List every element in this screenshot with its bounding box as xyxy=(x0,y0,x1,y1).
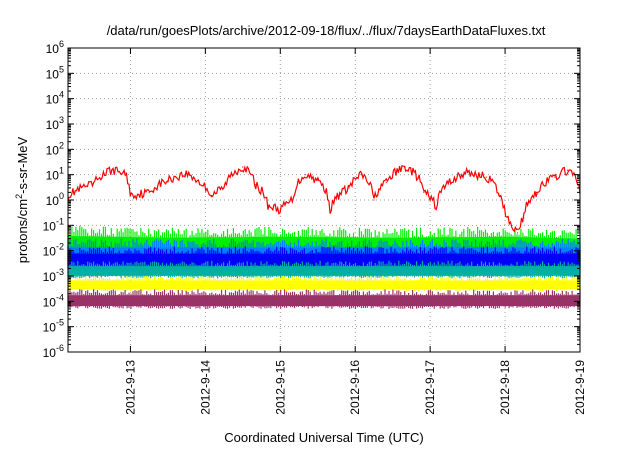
series-point xyxy=(523,217,525,219)
series-point xyxy=(223,187,225,189)
series-point xyxy=(360,174,363,176)
series-point xyxy=(292,199,294,201)
y-axis-label-base: protons/cm xyxy=(15,199,30,263)
x-tick-label: 2012-9-15 xyxy=(273,360,287,415)
y-tick-label: 100 xyxy=(46,191,64,208)
y-tick-label: 101 xyxy=(46,166,64,183)
y-tick-label-base: 10 xyxy=(43,321,57,335)
y-axis-label-rest: -s-sr-MeV xyxy=(15,136,30,193)
series-point xyxy=(129,194,131,197)
series-point xyxy=(267,205,269,207)
series-point xyxy=(279,209,281,211)
y-tick-label: 105 xyxy=(46,64,64,81)
chart-title: /data/run/goesPlots/archive/2012-09-18/f… xyxy=(107,23,546,38)
series-point xyxy=(404,166,406,168)
y-tick-label-base: 10 xyxy=(46,143,60,157)
y-tick-label-exp: -6 xyxy=(56,343,64,353)
series-point xyxy=(317,179,319,181)
y-tick-label: 102 xyxy=(46,140,64,157)
series-point xyxy=(385,181,387,183)
series-point xyxy=(373,199,375,201)
y-tick-label: 10-3 xyxy=(43,267,64,284)
x-tick-label: 2012-9-18 xyxy=(498,360,512,415)
y-tick-label-exp: -1 xyxy=(56,216,64,226)
y-tick-label: 104 xyxy=(46,90,64,107)
y-tick-label-exp: 0 xyxy=(59,191,64,201)
y-tick-label-base: 10 xyxy=(43,219,57,233)
y-tick-label-exp: -5 xyxy=(56,318,64,328)
series-point xyxy=(504,212,506,214)
y-tick-label: 10-6 xyxy=(43,343,64,360)
y-tick-label-exp: 4 xyxy=(59,90,64,100)
series-point xyxy=(435,207,437,209)
y-tick-label-exp: 2 xyxy=(59,140,64,150)
y-tick-label-base: 10 xyxy=(43,295,57,309)
series-band-spikes xyxy=(67,276,581,292)
y-axis-label-sup: 2 xyxy=(14,194,24,199)
series-point xyxy=(186,173,188,175)
y-tick-label-base: 10 xyxy=(43,346,57,360)
series-point xyxy=(123,172,125,174)
y-tick-label-base: 10 xyxy=(46,42,60,56)
x-tick-label: 2012-9-14 xyxy=(198,360,212,415)
y-tick-label-exp: 5 xyxy=(59,64,64,74)
y-tick-label: 10-1 xyxy=(43,216,64,233)
series-point xyxy=(92,184,94,186)
series-point xyxy=(148,191,150,193)
series-point xyxy=(510,224,512,226)
series-point xyxy=(517,232,519,234)
y-tick-label-exp: -4 xyxy=(56,292,64,302)
series-point xyxy=(254,184,256,186)
series-point xyxy=(467,172,469,174)
series-line xyxy=(67,164,581,233)
y-tick-label-base: 10 xyxy=(46,169,60,183)
y-tick-label: 10-2 xyxy=(43,242,64,259)
y-tick-label: 10-4 xyxy=(43,292,64,309)
series-point xyxy=(554,176,556,178)
series-point xyxy=(198,181,200,183)
series-point xyxy=(535,191,537,193)
y-tick-label-base: 10 xyxy=(46,194,60,208)
series-point xyxy=(329,211,331,213)
series-band-spikes xyxy=(67,289,581,309)
y-tick-label-base: 10 xyxy=(43,245,57,259)
y-tick-label: 106 xyxy=(46,39,64,56)
series-point xyxy=(566,169,569,171)
series-point xyxy=(423,191,425,193)
y-tick-label-base: 10 xyxy=(46,67,60,81)
y-tick-label-base: 10 xyxy=(46,93,60,107)
series-point xyxy=(111,169,113,171)
series-point xyxy=(304,174,306,176)
y-tick-label-exp: 6 xyxy=(59,39,64,49)
y-tick-label: 103 xyxy=(46,115,64,132)
series-point xyxy=(485,176,487,178)
x-tick-label: 2012-9-13 xyxy=(123,360,137,415)
series-point xyxy=(448,181,450,183)
y-tick-label-base: 10 xyxy=(46,118,60,132)
series-point xyxy=(348,187,350,189)
y-tick-label-exp: 3 xyxy=(59,115,64,125)
series-point xyxy=(167,179,169,181)
y-axis-label: protons/cm2-s-sr-MeV xyxy=(14,136,30,263)
ticks-layer: 10-610-510-410-310-210-11001011021031041… xyxy=(43,39,587,415)
series-point xyxy=(498,194,500,197)
x-axis-label: Coordinated Universal Time (UTC) xyxy=(224,430,423,445)
x-tick-label: 2012-9-17 xyxy=(423,360,437,415)
y-tick-label-exp: -3 xyxy=(56,267,64,277)
series-band xyxy=(67,276,581,292)
y-tick-label-exp: 1 xyxy=(59,166,64,176)
y-tick-label: 10-5 xyxy=(43,318,64,335)
x-tick-label: 2012-9-19 xyxy=(573,360,587,415)
series-point xyxy=(242,166,244,168)
y-tick-label-exp: -2 xyxy=(56,242,64,252)
series-layer xyxy=(67,164,581,309)
y-tick-label-base: 10 xyxy=(43,270,57,284)
series-band xyxy=(67,289,581,309)
x-tick-label: 2012-9-16 xyxy=(348,360,362,415)
series-point xyxy=(211,194,213,197)
